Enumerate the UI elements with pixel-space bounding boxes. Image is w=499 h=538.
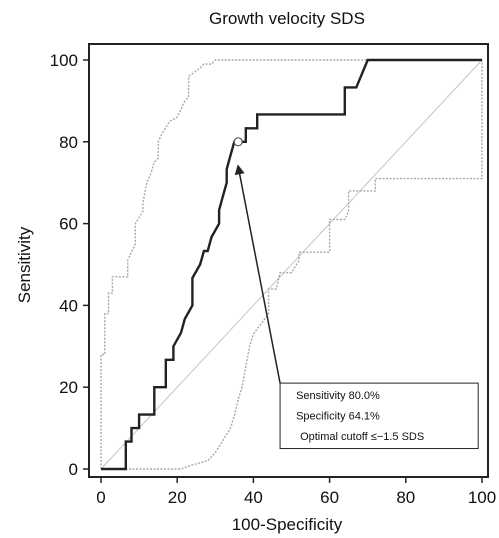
y-tick-label: 20: [59, 378, 78, 397]
y-axis-title: Sensitivity: [15, 226, 34, 303]
x-tick-label: 100: [468, 488, 496, 507]
plot-frame: [88, 43, 489, 478]
reference-diagonal-line: [100, 59, 483, 470]
x-tick-marks: [100, 477, 483, 483]
x-tick-label: 40: [244, 488, 263, 507]
x-tick-labels: 0 20 40 60 80 100: [96, 488, 496, 507]
annotation-sensitivity-text: Sensitivity 80.0%: [296, 390, 380, 402]
y-tick-label: 40: [59, 296, 78, 315]
optimal-point-marker: [233, 137, 243, 147]
upper-confidence-bound-line: [100, 59, 482, 469]
chart-title: Growth velocity SDS: [209, 9, 365, 28]
annotation-arrow: [234, 164, 281, 384]
y-tick-label: 0: [69, 460, 78, 479]
y-tick-label: 100: [50, 51, 78, 70]
x-tick-label: 60: [320, 488, 339, 507]
x-tick-label: 80: [396, 488, 415, 507]
y-tick-marks: [83, 59, 89, 470]
x-tick-label: 20: [168, 488, 187, 507]
annotation-cutoff-text: Optimal cutoff ≤−1.5 SDS: [300, 431, 424, 443]
annotation-specificity-text: Specificity 64.1%: [296, 411, 380, 423]
y-tick-label: 80: [59, 133, 78, 152]
annotation-box: [279, 382, 479, 450]
roc-curve-line: [101, 58, 482, 471]
lower-confidence-bound-line: [101, 60, 483, 470]
x-axis-title: 100-Specificity: [232, 515, 343, 534]
y-tick-labels: 0 20 40 60 80 100: [50, 51, 78, 479]
series-layer: [100, 58, 483, 471]
y-tick-label: 60: [59, 215, 78, 234]
x-tick-label: 0: [96, 488, 105, 507]
